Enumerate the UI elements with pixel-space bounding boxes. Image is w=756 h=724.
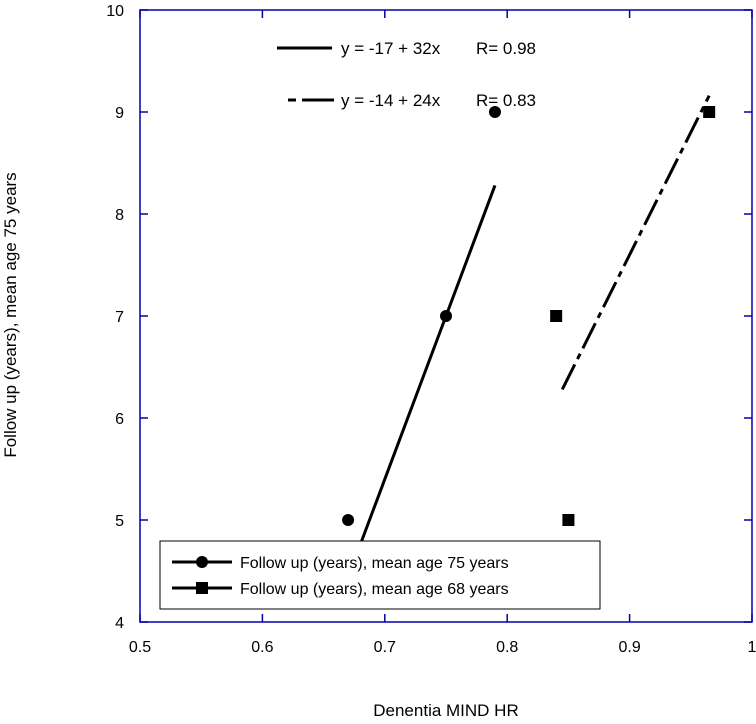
y-tick-label: 8 <box>115 207 124 224</box>
fit-annotations: y = -17 + 32x R= 0.98 y = -14 + 24x R= 0… <box>277 39 536 110</box>
data-point-series1 <box>342 514 355 526</box>
x-tick-label: 0.8 <box>496 639 518 656</box>
y-tick-label: 9 <box>115 105 124 122</box>
legend-label-1: Follow up (years), mean age 75 years <box>240 555 509 572</box>
data-point-series2 <box>562 514 575 526</box>
fit-lines <box>346 95 711 578</box>
data-point-series1 <box>488 106 501 118</box>
annotation-r-2: R= 0.83 <box>476 91 536 110</box>
x-tick-label: 0.5 <box>129 639 151 656</box>
legend-marker-circle <box>196 556 208 568</box>
annotation-equation-2: y = -14 + 24x <box>341 91 441 110</box>
legend-box <box>159 540 601 610</box>
legend: Follow up (years), mean age 75 years Fol… <box>159 540 601 610</box>
data-point-series2 <box>703 106 716 118</box>
y-tick-label: 6 <box>115 411 124 428</box>
x-tick-label: 0.9 <box>618 639 640 656</box>
annotation-equation-1: y = -17 + 32x <box>341 39 441 58</box>
legend-marker-square <box>196 582 208 594</box>
data-point-series1 <box>440 310 452 322</box>
x-tick-label: 1 <box>748 639 756 656</box>
data-point-series2 <box>550 310 563 322</box>
legend-label-2: Follow up (years), mean age 68 years <box>240 581 509 598</box>
annotation-r-1: R= 0.98 <box>476 39 536 58</box>
y-tick-label: 4 <box>115 615 124 632</box>
data-points <box>342 106 716 526</box>
x-axis-title: Denentia MIND HR <box>373 701 519 720</box>
y-tick-label: 10 <box>106 3 124 20</box>
y-axis-title: Follow up (years), mean age 75 years <box>1 172 20 457</box>
x-tick-label: 0.6 <box>251 639 273 656</box>
tick-labels: 0.5 0.6 0.7 0.8 0.9 1 4 5 6 7 8 9 10 <box>106 3 756 656</box>
y-tick-label: 5 <box>115 513 124 530</box>
tick-marks <box>139 9 753 623</box>
y-tick-label: 7 <box>115 309 124 326</box>
x-tick-label: 0.7 <box>374 639 396 656</box>
fit-line-2 <box>560 95 711 391</box>
fit-line-1 <box>346 184 497 578</box>
